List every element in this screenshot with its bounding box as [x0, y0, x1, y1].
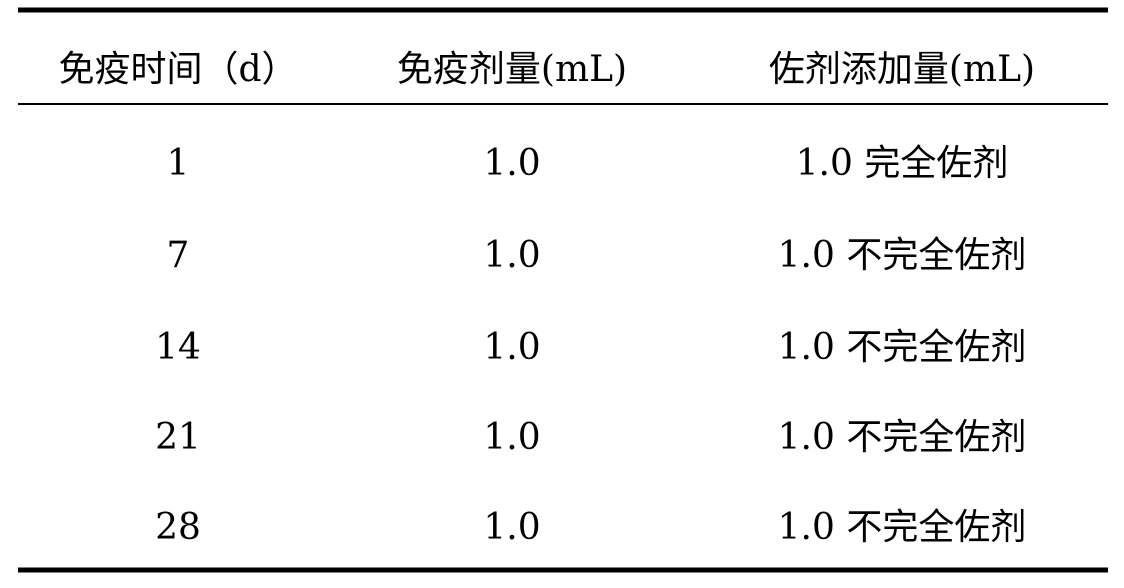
table-cell: 1.0 不完全佐剂: [778, 417, 1027, 458]
header-cell: 免疫时间（d）: [58, 49, 297, 90]
table-cell: 1.0: [483, 327, 540, 368]
table-cell: 7: [167, 235, 190, 276]
table-cell: 1: [167, 143, 190, 184]
table-cell: 1.0 不完全佐剂: [778, 327, 1027, 368]
table-cell: 1.0: [483, 507, 540, 548]
table-cell: 1.0: [483, 143, 540, 184]
table-cell: 14: [155, 327, 201, 368]
table-cell: 1.0 不完全佐剂: [778, 235, 1027, 276]
table-cell: 1.0: [483, 235, 540, 276]
table-cell: 21: [155, 417, 201, 458]
table-cell: 28: [155, 507, 201, 548]
table-cell: 1.0 不完全佐剂: [778, 507, 1027, 548]
table-cell: 1.0: [483, 417, 540, 458]
header-cell: 佐剂添加量(mL): [769, 49, 1035, 90]
header-cell: 免疫剂量(mL): [397, 49, 627, 90]
table-cell: 1.0 完全佐剂: [796, 143, 1009, 184]
